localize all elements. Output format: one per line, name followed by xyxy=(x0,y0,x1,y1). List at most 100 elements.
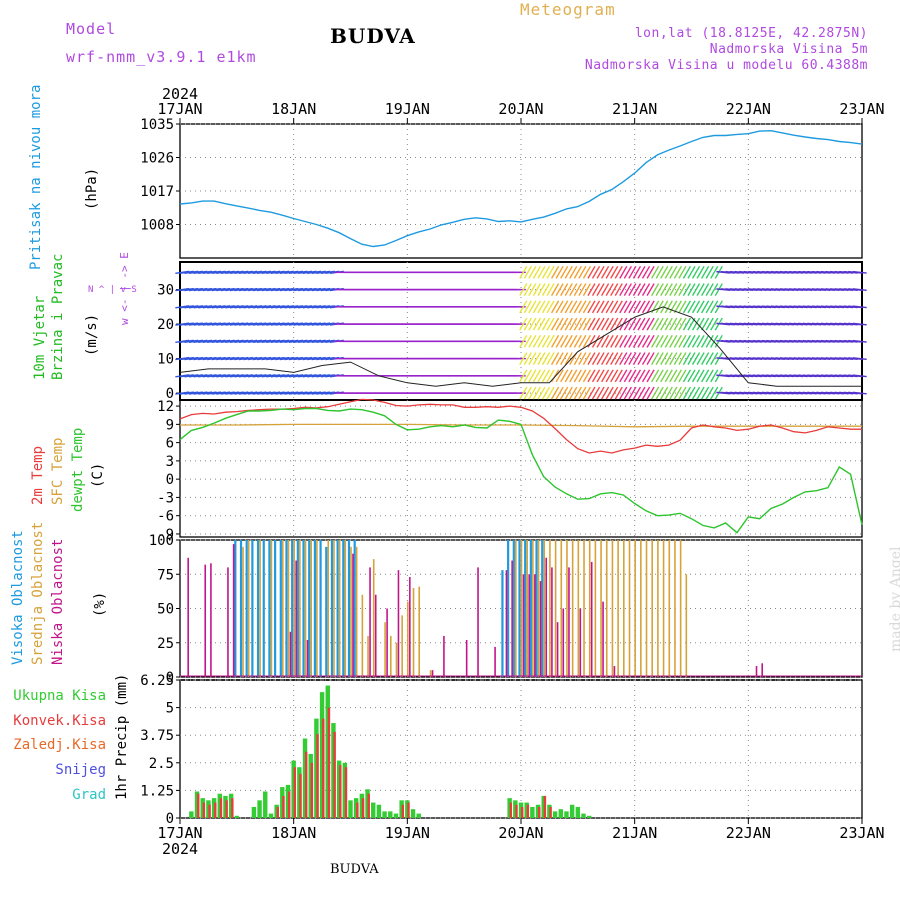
wind-barb xyxy=(660,283,669,297)
wind-barb xyxy=(710,300,719,314)
wind-barb xyxy=(601,317,610,331)
wind-barb xyxy=(852,322,867,326)
time-tick-label-top: 17JAN xyxy=(157,100,202,118)
model-label: Model xyxy=(66,20,117,38)
temperature-ytick-label: 12 xyxy=(157,399,174,415)
pressure-series-pritisak-na-nivou-mora xyxy=(179,129,863,248)
precip-bar-conv xyxy=(202,802,206,818)
wind-barb xyxy=(569,386,578,400)
wind-barb xyxy=(641,283,651,297)
precip-legend-0: Ukupna Kisa xyxy=(13,688,106,704)
wind-barb xyxy=(550,386,560,400)
wind-barb xyxy=(637,352,646,366)
wind-barb xyxy=(641,265,651,279)
wind-barb xyxy=(691,334,701,348)
wind-unit: (m/s) xyxy=(84,314,100,356)
wind-barb xyxy=(537,300,546,314)
wind-barb xyxy=(537,352,546,366)
wind-barb xyxy=(569,283,578,297)
wind-barb xyxy=(646,334,655,348)
wind-barb xyxy=(673,283,682,297)
wind-barb xyxy=(532,352,542,366)
wind-barb xyxy=(546,334,555,348)
time-tick-label-top: 23JAN xyxy=(839,100,884,118)
wind-barb xyxy=(646,352,655,366)
precip-bar-total xyxy=(388,811,393,818)
temp-label-dewpt: dewpt Temp xyxy=(70,428,86,512)
wind-barb xyxy=(528,265,537,279)
wind-barb xyxy=(660,265,669,279)
wind-barb xyxy=(646,386,655,400)
wind-barb xyxy=(655,369,664,383)
wind-barb xyxy=(632,317,642,331)
precip-bar-conv xyxy=(333,731,336,818)
wind-barb xyxy=(601,283,610,297)
wind-ytick-label: 10 xyxy=(157,352,174,368)
wind-barb xyxy=(564,283,573,297)
precip-bar-total xyxy=(359,793,365,818)
pressure-ytick-label: 1035 xyxy=(140,117,174,133)
wind-barb xyxy=(696,317,705,331)
precip-bar-total xyxy=(552,811,558,818)
wind-series-wind-speed xyxy=(179,306,862,387)
wind-barb xyxy=(632,300,642,314)
wind-barb xyxy=(637,369,646,383)
wind-barb xyxy=(655,334,664,348)
wind-barb xyxy=(687,369,696,383)
pressure-unit: (hPa) xyxy=(84,168,100,210)
wind-barb xyxy=(651,265,660,279)
wind-barb xyxy=(655,300,664,314)
wind-barb xyxy=(678,369,687,383)
precip-bar-conv xyxy=(293,767,297,818)
wind-barb xyxy=(669,317,678,331)
wind-barb xyxy=(546,283,555,297)
wind-barb xyxy=(701,317,710,331)
wind-barb xyxy=(582,317,592,331)
wind-barb xyxy=(555,265,564,279)
temperature-ytick-label: 3 xyxy=(166,454,174,470)
wind-barb xyxy=(669,369,678,383)
precip-bar-conv xyxy=(208,804,211,818)
precip-legend-3: Snijeg xyxy=(55,762,106,778)
wind-barb xyxy=(605,283,614,297)
wind-barb xyxy=(541,369,551,383)
wind-barb xyxy=(664,283,673,297)
wind-barb xyxy=(532,386,542,400)
wind-barb xyxy=(560,300,569,314)
wind-barb xyxy=(628,334,637,348)
wind-barb xyxy=(682,317,692,331)
precip-bar-conv xyxy=(276,806,280,818)
wind-barb xyxy=(619,369,628,383)
precip-bar-conv xyxy=(367,793,370,818)
wind-barb xyxy=(628,352,637,366)
precip-bar-conv xyxy=(549,806,552,818)
wind-barb xyxy=(532,334,542,348)
precip-bar-conv xyxy=(339,765,342,818)
wind-barb xyxy=(614,300,623,314)
wind-barb xyxy=(701,334,710,348)
wind-barb xyxy=(610,265,619,279)
wind-barb xyxy=(852,305,867,309)
precip-bar-conv xyxy=(515,804,518,818)
product-title: Meteogram xyxy=(520,0,616,19)
wind-barb xyxy=(601,369,610,383)
precip-bar-total xyxy=(564,811,569,818)
wind-barb xyxy=(587,352,596,366)
wind-barb xyxy=(673,352,682,366)
wind-barb xyxy=(646,265,655,279)
wind-barb xyxy=(682,352,692,366)
wind-barb xyxy=(691,386,701,400)
wind-barb xyxy=(591,386,601,400)
wind-barb xyxy=(691,352,701,366)
wind-barb xyxy=(578,300,587,314)
wind-barb xyxy=(560,317,569,331)
wind-barb xyxy=(610,334,619,348)
wind-barb xyxy=(651,334,660,348)
wind-barb xyxy=(532,369,542,383)
precip-bar-total xyxy=(405,800,410,818)
precip-bar-conv xyxy=(316,734,319,818)
wind-barb xyxy=(710,369,719,383)
wind-barb xyxy=(655,317,664,331)
precip-ytick-label: 3.75 xyxy=(140,728,174,744)
temperature-series-dewpt-temp xyxy=(179,407,863,534)
